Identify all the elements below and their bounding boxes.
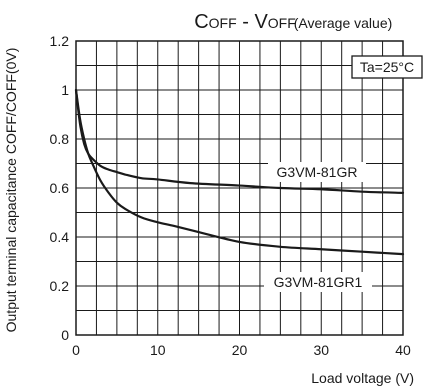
y-tick-label: 0.6 [50,180,70,196]
y-tick-label: 1.2 [50,33,70,49]
ta-annotation: Ta=25°C [351,55,423,79]
series-line-g3vm-81gr1 [74,88,405,256]
series-label-g3vm-81gr1: G3VM-81GR1 [264,272,372,292]
x-tick-label: 0 [72,342,80,358]
y-tick-label: 0 [61,327,69,343]
series-label-bg [268,162,366,182]
tick-labels: 0 10 20 30 40 0 0.2 0.4 0.6 0.8 1 1.2 [50,33,411,358]
x-tick-label: 10 [150,342,166,358]
ta-annotation-text: Ta=25°C [360,59,414,75]
chart-title: COFF - VOFF [194,11,296,33]
series-label-text: G3VM-81GR1 [274,274,363,290]
series-label-bg [264,272,372,292]
series-label-text: G3VM-81GR [277,164,358,180]
x-tick-label: 40 [395,342,411,358]
chart-subtitle: (Average value) [294,15,393,31]
x-axis-title: Load voltage (V) [311,370,414,386]
y-tick-label: 1 [61,82,69,98]
y-tick-label: 0.2 [50,278,70,294]
plot-frame [75,40,404,336]
y-tick-label: 0.4 [50,229,70,245]
series-lines [74,88,405,256]
x-tick-label: 30 [313,342,329,358]
y-tick-label: 0.8 [50,131,70,147]
x-tick-label: 20 [232,342,248,358]
series-label-g3vm-81gr: G3VM-81GR [268,162,366,182]
y-axis-title: Output terminal capacitance COFF/COFF(0V… [3,48,19,333]
ta-annotation-box [351,55,423,79]
